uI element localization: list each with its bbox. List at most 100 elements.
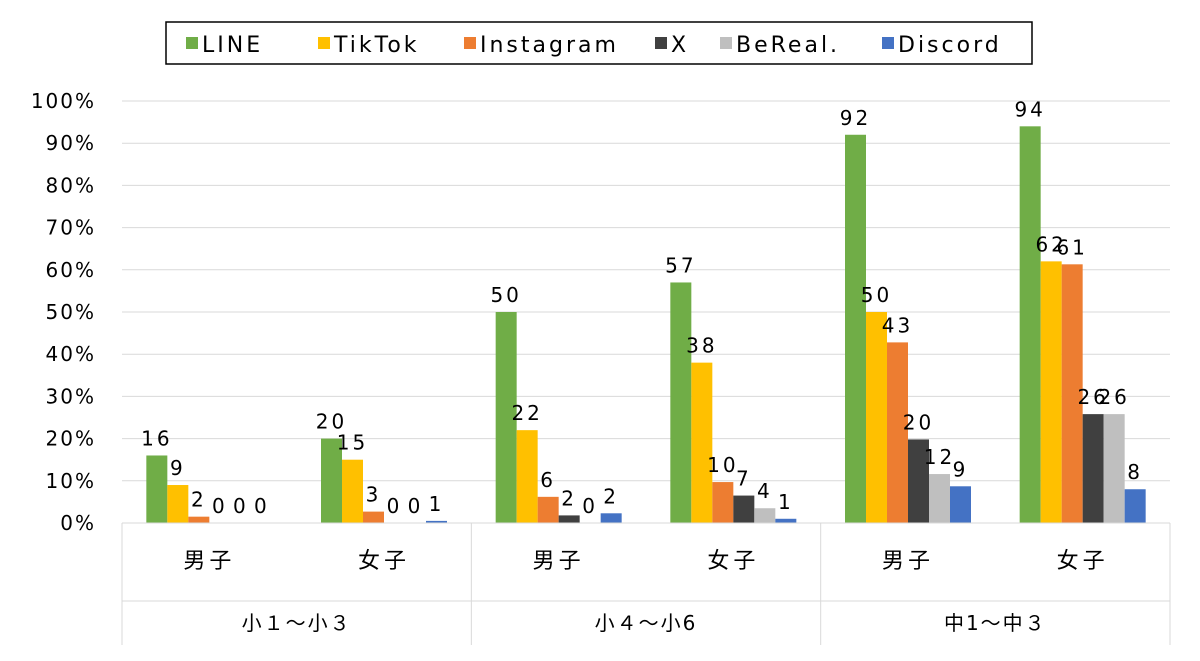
bar-line-1	[321, 438, 342, 523]
category-label: 男子	[183, 549, 235, 574]
data-label: 2	[191, 488, 207, 512]
bar-discord-3	[775, 518, 797, 523]
group-label: 小１～小３	[242, 611, 352, 635]
bars	[146, 126, 1146, 523]
bar-instagram-0	[188, 516, 210, 523]
bar-tiktok-0	[167, 485, 189, 523]
data-label: 57	[665, 253, 696, 277]
data-label: 15	[337, 431, 368, 455]
data-label: 92	[840, 106, 871, 130]
y-tick-label: 80%	[46, 173, 96, 197]
y-tick-label: 40%	[46, 342, 96, 366]
bar-tiktok-4	[866, 312, 887, 523]
bar-line-0	[146, 455, 168, 523]
legend-entry: Discord	[898, 33, 1002, 58]
legend-swatch	[720, 37, 732, 49]
y-tick-label: 30%	[46, 384, 96, 408]
data-label: 1	[429, 492, 445, 516]
gridlines	[122, 100, 1170, 524]
data-label: 10	[707, 453, 738, 477]
data-label: 16	[141, 426, 172, 450]
data-label: 3	[366, 483, 382, 507]
bar-instagram-2	[537, 496, 559, 523]
y-tick-label: 20%	[46, 427, 96, 451]
data-label: 0	[408, 494, 424, 518]
category-label: 男子	[533, 549, 585, 574]
data-label: 6	[540, 468, 556, 492]
category-label: 女子	[1057, 549, 1109, 574]
bar-line-3	[670, 282, 692, 523]
bar-bereal-4	[929, 474, 950, 523]
y-tick-label: 90%	[46, 131, 96, 155]
data-label: 0	[582, 494, 598, 518]
data-label: 2	[561, 486, 577, 510]
bar-bereal-5	[1103, 414, 1125, 523]
bar-discord-1	[426, 520, 447, 523]
bar-tiktok-1	[342, 459, 363, 523]
legend-entry: BeReal.	[736, 33, 840, 58]
bar-bereal-3	[754, 508, 776, 523]
bar-tiktok-5	[1040, 261, 1062, 523]
data-label: 0	[254, 494, 270, 518]
y-tick-label: 60%	[46, 258, 96, 282]
bar-tiktok-2	[516, 430, 538, 523]
y-tick-label: 0%	[60, 511, 96, 535]
legend-swatch	[882, 37, 894, 49]
y-tick-label: 70%	[46, 216, 96, 240]
data-label: 20	[316, 410, 347, 434]
category-label: 女子	[707, 549, 759, 574]
data-label: 9	[953, 457, 969, 481]
data-label: 50	[861, 283, 892, 307]
bar-discord-4	[950, 486, 971, 523]
data-label: 61	[1056, 235, 1087, 259]
bar-x-5	[1082, 414, 1104, 523]
data-label: 43	[882, 313, 913, 337]
group-label: 小４～小6	[595, 611, 698, 635]
legend-swatch	[655, 37, 667, 49]
data-label: 0	[233, 494, 249, 518]
bar-line-5	[1019, 126, 1041, 523]
bar-instagram-3	[712, 482, 734, 523]
data-label: 22	[511, 401, 542, 425]
y-axis-ticks: 0% 10% 20% 30% 40% 50% 60% 70% 80% 90% 100%	[31, 89, 96, 535]
group-label: 中1～中３	[944, 611, 1047, 635]
bar-discord-2	[600, 513, 622, 523]
legend-swatch	[318, 37, 330, 49]
data-label: 26	[1098, 385, 1129, 409]
bar-discord-5	[1124, 489, 1146, 523]
y-tick-label: 10%	[46, 469, 96, 493]
data-label: 9	[170, 456, 186, 480]
category-label: 男子	[882, 549, 934, 574]
data-label: 0	[212, 494, 228, 518]
data-label: 26	[1077, 385, 1108, 409]
bar-line-4	[845, 134, 866, 523]
legend-entry: Instagram	[480, 33, 619, 58]
data-label: 2	[603, 484, 619, 508]
data-label: 8	[1127, 460, 1143, 484]
bar-x-3	[733, 495, 755, 523]
data-label: 4	[757, 479, 773, 503]
data-label: 0	[387, 494, 403, 518]
bar-tiktok-3	[691, 362, 713, 523]
category-label: 女子	[358, 549, 410, 574]
bar-instagram-4	[887, 342, 908, 523]
data-label: 62	[1035, 232, 1066, 256]
legend-swatch	[464, 37, 476, 49]
data-label: 7	[736, 467, 752, 491]
bar-instagram-1	[363, 511, 384, 523]
legend-entry: TikTok	[333, 33, 420, 58]
y-tick-label: 100%	[31, 89, 96, 113]
bar-x-2	[558, 515, 580, 523]
legend-entry: X	[671, 33, 689, 58]
data-label: 94	[1014, 97, 1045, 121]
y-tick-label: 50%	[46, 300, 96, 324]
legend-swatch	[186, 37, 198, 49]
data-label: 12	[924, 445, 955, 469]
bar-line-2	[495, 312, 517, 523]
legend-entry: LINE	[202, 33, 263, 58]
data-label: 20	[903, 410, 934, 434]
bar-instagram-5	[1061, 264, 1083, 523]
